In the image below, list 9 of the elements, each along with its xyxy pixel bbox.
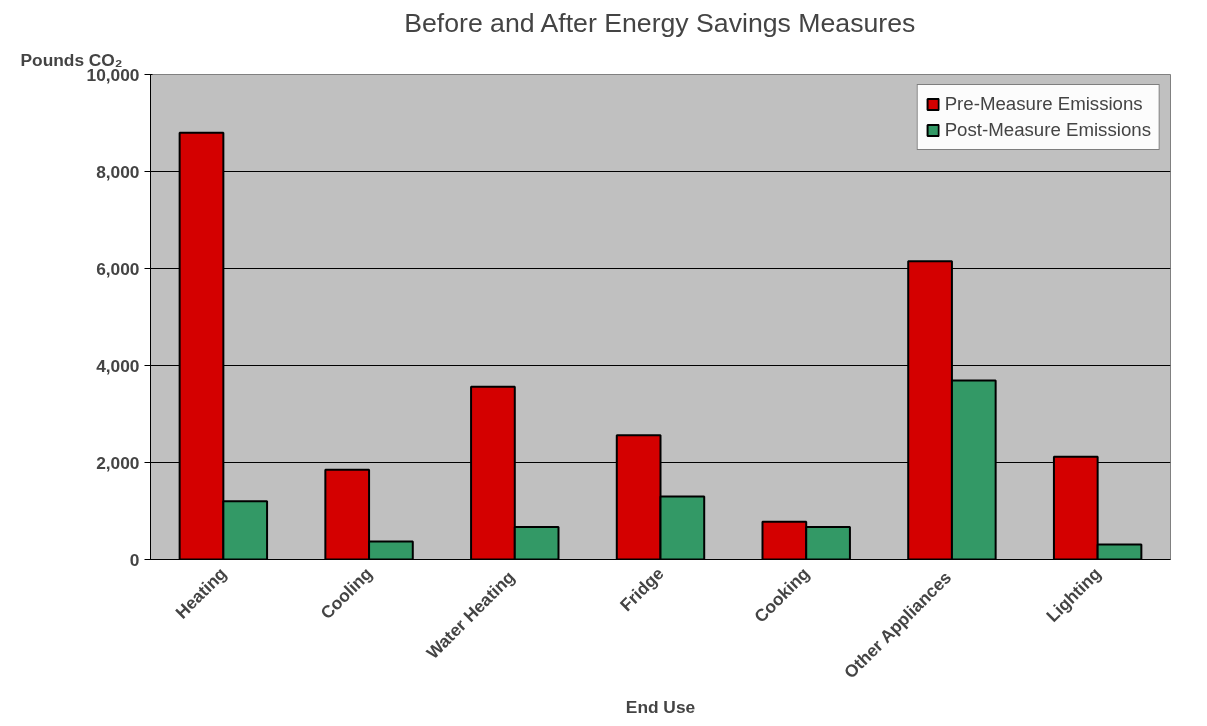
- legend-label: Pre-Measure Emissions: [944, 93, 1143, 115]
- chart-title: Before and After Energy Savings Measures: [404, 7, 916, 38]
- y-tick-label: 0: [129, 549, 140, 570]
- y-tick-label: 8,000: [96, 161, 140, 182]
- x-axis-title: End Use: [625, 697, 696, 718]
- y-tick-label: 2,000: [96, 452, 140, 473]
- y-tick-label: 4,000: [96, 355, 140, 376]
- legend-label: Post-Measure Emissions: [944, 119, 1151, 141]
- y-tick-label: 6,000: [96, 258, 140, 279]
